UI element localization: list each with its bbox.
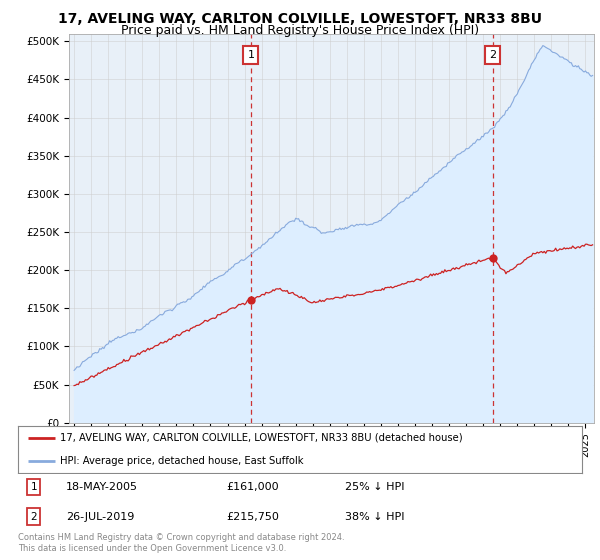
Text: 2: 2: [31, 512, 37, 521]
Text: 1: 1: [247, 50, 254, 60]
Text: HPI: Average price, detached house, East Suffolk: HPI: Average price, detached house, East…: [60, 456, 304, 466]
Text: £161,000: £161,000: [227, 482, 280, 492]
Text: Price paid vs. HM Land Registry's House Price Index (HPI): Price paid vs. HM Land Registry's House …: [121, 24, 479, 37]
Text: 17, AVELING WAY, CARLTON COLVILLE, LOWESTOFT, NR33 8BU (detached house): 17, AVELING WAY, CARLTON COLVILLE, LOWES…: [60, 432, 463, 442]
Text: 26-JUL-2019: 26-JUL-2019: [66, 512, 134, 521]
Text: 2: 2: [489, 50, 496, 60]
Text: 18-MAY-2005: 18-MAY-2005: [66, 482, 138, 492]
Text: 25% ↓ HPI: 25% ↓ HPI: [345, 482, 404, 492]
Text: 17, AVELING WAY, CARLTON COLVILLE, LOWESTOFT, NR33 8BU: 17, AVELING WAY, CARLTON COLVILLE, LOWES…: [58, 12, 542, 26]
Text: 1: 1: [31, 482, 37, 492]
Text: £215,750: £215,750: [227, 512, 280, 521]
Text: 38% ↓ HPI: 38% ↓ HPI: [345, 512, 404, 521]
Text: Contains HM Land Registry data © Crown copyright and database right 2024.
This d: Contains HM Land Registry data © Crown c…: [18, 533, 344, 553]
